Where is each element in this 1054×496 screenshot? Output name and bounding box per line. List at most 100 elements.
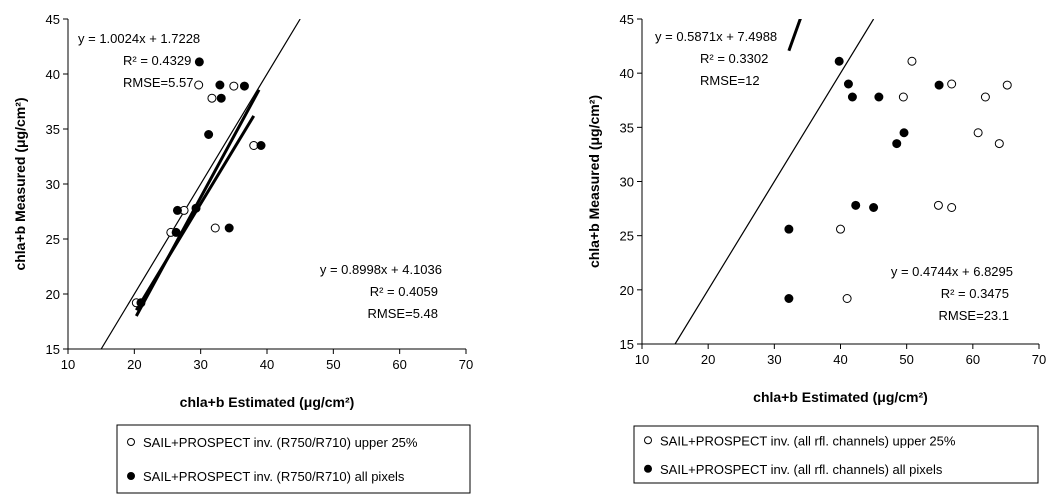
x-tick-label: 20 — [701, 352, 715, 367]
data-point-open — [933, 200, 943, 210]
legend-box — [633, 425, 1039, 484]
x-tick-label: 70 — [459, 357, 473, 372]
data-point-open — [973, 128, 983, 138]
legend-marker — [644, 464, 652, 473]
y-tick-label: 25 — [620, 229, 634, 244]
data-point-open — [907, 56, 917, 66]
data-point-open — [229, 81, 239, 91]
data-point-open — [898, 92, 908, 102]
fit-r-squared: R² = 0.4329 — [123, 53, 191, 68]
y-tick-label: 35 — [46, 122, 60, 137]
data-point-filled — [847, 92, 857, 102]
fit-rmse: RMSE=12 — [700, 73, 760, 88]
fit-equation: y = 1.0024x + 1.7228 — [78, 31, 200, 46]
x-tick-label: 60 — [392, 357, 406, 372]
data-point-open — [994, 139, 1004, 149]
data-point-filled — [204, 130, 214, 139]
data-point-open — [207, 93, 217, 103]
fit-equation: y = 0.5871x + 7.4988 — [655, 29, 777, 44]
data-point-filled — [899, 128, 909, 138]
y-tick-label: 15 — [46, 342, 60, 357]
chart-1: 10 20 30 40 50 60 70 15 20 25 30 35 40 45 chla+b Estim… — [12, 12, 473, 494]
data-point-filled — [784, 224, 794, 234]
y-tick-label: 20 — [46, 287, 60, 302]
y-tick-label: 35 — [620, 120, 634, 135]
legend-marker — [127, 472, 135, 480]
x-tick-label: 40 — [260, 357, 274, 372]
data-point-open — [842, 294, 852, 303]
data-point-open — [947, 79, 957, 89]
legend-box — [116, 424, 471, 494]
x-tick-label: 20 — [127, 357, 141, 372]
y-tick-label: 40 — [46, 67, 60, 82]
legend-label: SAIL+PROSPECT inv. (all rfl. channels) u… — [660, 433, 956, 448]
y-tick-label: 20 — [620, 283, 634, 298]
x-tick-label: 10 — [61, 357, 75, 372]
x-tick-label: 10 — [635, 352, 649, 367]
data-point-open — [210, 223, 220, 233]
legend-label: SAIL+PROSPECT inv. (R750/R710) all pixel… — [143, 469, 405, 484]
data-point-open — [947, 203, 957, 212]
data-point-filled — [869, 203, 879, 212]
y-tick-label: 45 — [620, 12, 634, 27]
data-point-filled — [843, 79, 853, 89]
data-point-filled — [136, 298, 146, 308]
fit-rmse: RMSE=5.57 — [123, 75, 193, 90]
data-point-filled — [874, 92, 884, 102]
plot-area — [100, 19, 301, 349]
data-point-filled — [834, 56, 844, 66]
fit-rmse: RMSE=5.48 — [368, 306, 438, 321]
legend-marker — [127, 438, 135, 446]
data-point-filled — [239, 81, 249, 91]
data-point-filled — [194, 57, 204, 67]
regression-line-2 — [787, 19, 802, 52]
y-axis-title: chla+b Measured (μg/cm²) — [12, 97, 28, 270]
fit-r-squared: R² = 0.4059 — [370, 284, 438, 299]
x-tick-label: 70 — [1032, 352, 1046, 367]
y-tick-label: 25 — [46, 232, 60, 247]
data-point-open — [980, 92, 990, 102]
fit-r-squared: R² = 0.3302 — [700, 51, 768, 66]
legend-marker — [644, 436, 652, 445]
fit-rmse: RMSE=23.1 — [939, 308, 1009, 323]
y-tick-label: 30 — [620, 175, 634, 190]
fit-equation: y = 0.4744x + 6.8295 — [891, 264, 1013, 279]
x-tick-label: 30 — [193, 357, 207, 372]
x-tick-label: 30 — [767, 352, 781, 367]
data-point-filled — [172, 205, 182, 215]
data-point-open — [194, 80, 204, 90]
y-tick-label: 45 — [46, 12, 60, 27]
x-tick-label: 50 — [899, 352, 913, 367]
data-point-filled — [224, 223, 234, 233]
data-point-filled — [171, 227, 181, 237]
fit-r-squared: R² = 0.3475 — [941, 286, 1009, 301]
data-point-filled — [784, 294, 794, 303]
x-tick-label: 60 — [966, 352, 980, 367]
legend-label: SAIL+PROSPECT inv. (R750/R710) upper 25% — [143, 435, 418, 450]
data-point-filled — [256, 141, 266, 150]
data-point-filled — [191, 203, 201, 213]
fit-equation: y = 0.8998x + 4.1036 — [320, 262, 442, 277]
one-to-one-line — [674, 19, 875, 344]
chart-2: 10 20 30 40 50 60 70 15 20 25 30 35 40 45 chla+b Estim… — [586, 12, 1046, 484]
data-point-open — [1002, 80, 1012, 90]
data-point-filled — [215, 80, 225, 90]
y-tick-label: 30 — [46, 177, 60, 192]
x-tick-label: 40 — [833, 352, 847, 367]
plot-area — [674, 19, 1012, 344]
legend-label: SAIL+PROSPECT inv. (all rfl. channels) a… — [660, 462, 943, 477]
data-point-filled — [934, 80, 944, 90]
x-axis-title: chla+b Estimated (μg/cm²) — [180, 394, 355, 410]
data-point-filled — [892, 139, 902, 149]
data-point-filled — [216, 93, 226, 103]
one-to-one-line — [100, 19, 301, 349]
y-axis-title: chla+b Measured (μg/cm²) — [586, 95, 602, 268]
x-tick-label: 50 — [326, 357, 340, 372]
y-tick-label: 15 — [620, 337, 634, 352]
x-axis-title: chla+b Estimated (μg/cm²) — [753, 389, 928, 405]
data-point-filled — [851, 200, 861, 210]
data-point-open — [836, 224, 845, 234]
regression-line-2 — [135, 89, 261, 317]
y-tick-label: 40 — [620, 66, 634, 81]
